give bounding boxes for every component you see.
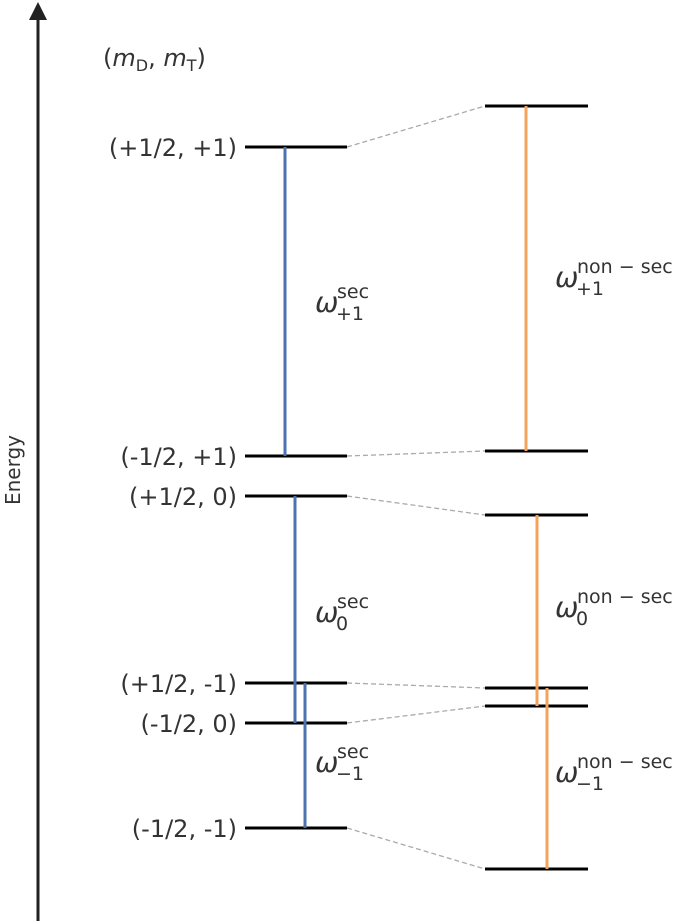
header-part: ) [197, 44, 206, 72]
connector [346, 495, 486, 516]
connector [346, 827, 486, 870]
level-label: (-1/2, 0) [140, 710, 237, 738]
omega-symbol: ω [315, 746, 338, 779]
header-part: m [163, 44, 186, 72]
omega-superscript: sec [337, 281, 369, 303]
omega-subscript: 0 [576, 608, 588, 630]
omega-superscript: non − sec [577, 751, 673, 773]
axis-label: Energy [1, 435, 25, 505]
omega-symbol: ω [315, 286, 338, 319]
omega-symbol: ω [555, 261, 578, 294]
level-label: (+1/2, -1) [120, 670, 237, 698]
omega-subscript: −1 [576, 773, 604, 795]
connector [346, 450, 486, 457]
omega-superscript: sec [337, 741, 369, 763]
omega-superscript: non − sec [577, 256, 673, 278]
omega-subscript: +1 [576, 278, 604, 300]
header-part: , [148, 44, 163, 72]
level-label: (+1/2, +1) [109, 134, 237, 162]
header-part: D [136, 56, 148, 75]
omega-symbol: ω [555, 591, 578, 624]
omega-subscript: +1 [336, 303, 364, 325]
connector [346, 105, 486, 148]
omega-superscript: sec [337, 591, 369, 613]
omega-subscript: 0 [336, 613, 348, 635]
level-label: (+1/2, 0) [129, 483, 237, 511]
omega-symbol: ω [315, 596, 338, 629]
connector [346, 682, 486, 689]
omega-subscript: −1 [336, 763, 364, 785]
axis-arrowhead [29, 2, 47, 20]
level-label: (-1/2, -1) [132, 815, 237, 843]
omega-superscript: non − sec [577, 586, 673, 608]
header-part: m [112, 44, 135, 72]
omega-symbol: ω [555, 756, 578, 789]
header-part: ( [103, 44, 112, 72]
header: (mD, mT) [103, 44, 206, 75]
connector [346, 705, 486, 724]
header-part: T [186, 56, 197, 75]
level-label: (-1/2, +1) [120, 443, 237, 471]
